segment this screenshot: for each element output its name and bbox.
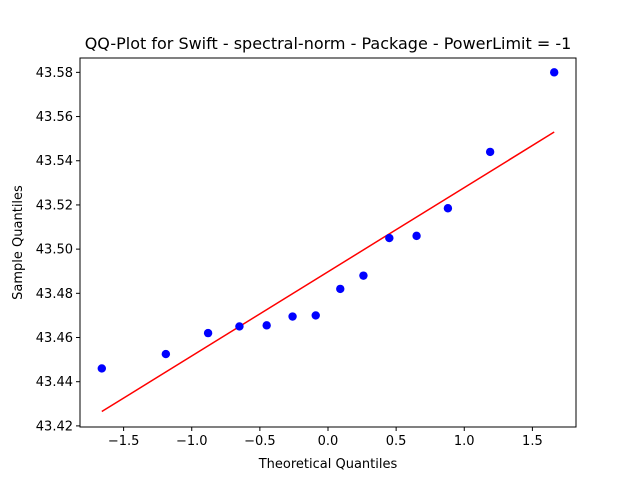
sample-point (443, 204, 453, 213)
y-tick-label: 43.48 (36, 287, 73, 302)
sample-point (235, 322, 244, 331)
x-tick-label: −0.5 (244, 434, 276, 449)
sample-point (311, 311, 320, 320)
sample-point (412, 231, 421, 241)
sample-point (161, 349, 171, 359)
plot-content (97, 68, 559, 413)
sample-point (97, 364, 107, 373)
x-tick-label: 0.0 (318, 434, 339, 449)
x-axis-label: Theoretical Quantiles (258, 457, 398, 472)
x-tick-label: −1.0 (176, 434, 208, 449)
sample-point (288, 312, 297, 321)
y-tick-label: 43.56 (36, 110, 73, 125)
x-tick-label: −1.5 (108, 434, 140, 449)
sample-point (385, 233, 394, 243)
reference-line (101, 131, 555, 413)
y-tick-label: 43.44 (36, 375, 73, 390)
y-tick-label: 43.42 (36, 419, 73, 434)
x-tick-label: 1.5 (522, 434, 543, 449)
x-tick-label: 1.0 (454, 434, 475, 449)
x-tick-label: 0.5 (386, 434, 407, 449)
y-tick-label: 43.50 (36, 243, 73, 258)
sample-point (359, 271, 368, 280)
y-axis: 43.42 43.44 43.46 43.48 43.50 43.52 43.54 43.56… (36, 66, 80, 434)
y-tick-label: 43.46 (36, 331, 73, 346)
chart-title: QQ-Plot for Swift - spectral-norm - Pack… (85, 34, 572, 53)
y-axis-label: Sample Quantiles (11, 185, 26, 300)
y-tick-label: 43.58 (36, 66, 73, 81)
sample-point (549, 68, 559, 77)
sample-point (262, 321, 271, 330)
y-tick-label: 43.52 (36, 198, 73, 213)
sample-point (336, 284, 345, 294)
y-tick-label: 43.54 (36, 154, 73, 169)
sample-point (485, 147, 495, 157)
x-axis: −1.5 −1.0 −0.5 0.0 0.5 1.0 1.5 (108, 427, 543, 449)
sample-point (203, 328, 213, 338)
